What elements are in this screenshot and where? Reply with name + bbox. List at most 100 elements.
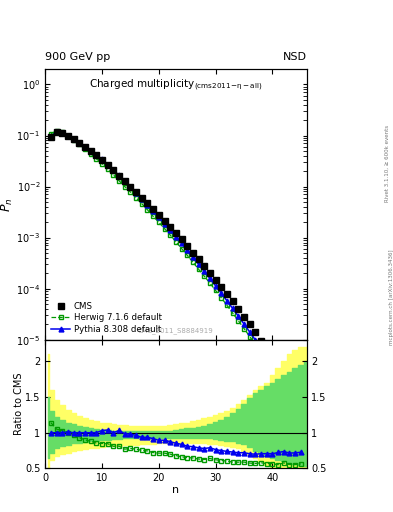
Pythia 8.308 default [71,136,76,142]
Pythia 8.308 default [208,275,212,282]
Pythia 8.308 default [293,398,298,404]
Herwig 7.1.6 default [83,146,87,152]
Herwig 7.1.6 default [145,207,150,213]
CMS [276,364,281,370]
Herwig 7.1.6 default [128,189,133,195]
Pythia 8.308 default [111,167,116,173]
CMS [88,148,93,154]
CMS [281,373,286,379]
Pythia 8.308 default [247,329,252,335]
Line: Pythia 8.308 default: Pythia 8.308 default [48,130,303,413]
Pythia 8.308 default [253,337,258,343]
CMS [48,134,53,140]
Pythia 8.308 default [105,161,110,167]
CMS [162,218,167,224]
CMS [202,263,207,269]
Herwig 7.1.6 default [299,414,303,420]
Pythia 8.308 default [236,313,241,319]
Herwig 7.1.6 default [208,280,212,286]
Pythia 8.308 default [77,140,82,146]
Y-axis label: $P_n$: $P_n$ [0,197,15,211]
CMS [287,382,292,388]
Herwig 7.1.6 default [281,386,286,392]
Herwig 7.1.6 default [230,310,235,316]
Pythia 8.308 default [179,240,184,246]
Herwig 7.1.6 default [264,358,269,365]
Line: CMS: CMS [48,129,304,407]
CMS [117,173,121,179]
Herwig 7.1.6 default [94,156,99,162]
Pythia 8.308 default [128,184,133,190]
Herwig 7.1.6 default [191,259,195,265]
Pythia 8.308 default [259,346,263,352]
Herwig 7.1.6 default [162,225,167,231]
CMS [293,391,298,397]
Pythia 8.308 default [134,190,138,196]
Herwig 7.1.6 default [179,245,184,251]
Herwig 7.1.6 default [105,166,110,172]
Pythia 8.308 default [242,321,246,327]
CMS [264,346,269,352]
Herwig 7.1.6 default [71,137,76,143]
Pythia 8.308 default [276,371,281,377]
Pythia 8.308 default [151,208,156,214]
Herwig 7.1.6 default [122,183,127,189]
Pythia 8.308 default [140,196,144,202]
Herwig 7.1.6 default [48,131,53,137]
Pythia 8.308 default [230,306,235,312]
CMS [134,189,138,195]
Herwig 7.1.6 default [202,273,207,279]
Herwig 7.1.6 default [270,367,275,373]
Pythia 8.308 default [145,202,150,208]
CMS [196,256,201,262]
CMS [191,249,195,255]
Herwig 7.1.6 default [168,232,173,238]
Pythia 8.308 default [196,261,201,267]
Text: NSD: NSD [283,52,307,62]
CMS [105,162,110,168]
Pythia 8.308 default [213,283,218,289]
CMS [145,200,150,206]
Pythia 8.308 default [94,152,99,158]
CMS [179,237,184,243]
Herwig 7.1.6 default [117,178,121,184]
CMS [185,243,189,249]
Legend: CMS, Herwig 7.1.6 default, Pythia 8.308 default: CMS, Herwig 7.1.6 default, Pythia 8.308 … [50,301,163,335]
CMS [236,306,241,312]
CMS [54,129,59,135]
Pythia 8.308 default [281,380,286,386]
Pythia 8.308 default [83,144,87,150]
Pythia 8.308 default [156,214,161,220]
CMS [225,291,230,297]
Text: mcplots.cern.ch [arXiv:1306.3436]: mcplots.cern.ch [arXiv:1306.3436] [389,249,393,345]
Herwig 7.1.6 default [88,151,93,157]
CMS [213,277,218,283]
CMS [128,183,133,189]
CMS [208,270,212,276]
Herwig 7.1.6 default [185,252,189,259]
Herwig 7.1.6 default [54,127,59,134]
Herwig 7.1.6 default [140,201,144,207]
CMS [168,224,173,230]
CMS [60,130,64,136]
CMS [151,206,156,212]
Pythia 8.308 default [270,362,275,369]
Herwig 7.1.6 default [196,266,201,272]
Pythia 8.308 default [48,134,53,140]
Pythia 8.308 default [287,389,292,395]
Pythia 8.308 default [174,233,178,240]
Text: 900 GeV pp: 900 GeV pp [45,52,110,62]
Pythia 8.308 default [66,133,70,139]
CMS [66,133,70,139]
Pythia 8.308 default [88,148,93,154]
CMS [94,152,99,158]
CMS [100,157,105,163]
Herwig 7.1.6 default [111,172,116,178]
Pythia 8.308 default [54,129,59,135]
Pythia 8.308 default [168,227,173,233]
Y-axis label: Ratio to CMS: Ratio to CMS [14,373,24,435]
Text: CMS_2011_S8884919: CMS_2011_S8884919 [138,328,214,334]
Herwig 7.1.6 default [100,161,105,167]
Herwig 7.1.6 default [60,130,64,136]
Herwig 7.1.6 default [259,350,263,356]
